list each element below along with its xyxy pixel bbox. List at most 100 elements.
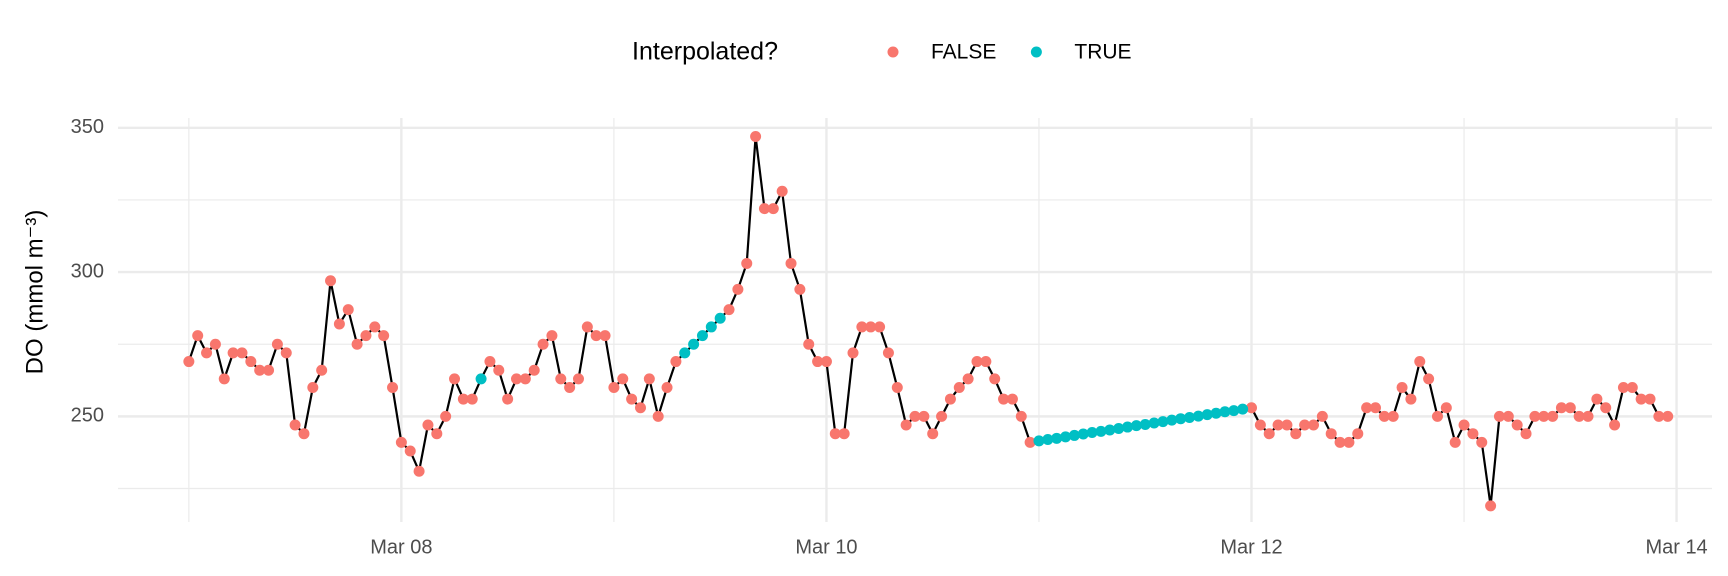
data-point: [413, 465, 425, 477]
legend: Interpolated? FALSE TRUE: [632, 38, 1132, 66]
data-point: [289, 419, 301, 431]
legend-marker: [887, 46, 899, 58]
data-point: [1511, 419, 1523, 431]
y-tick-label: 250: [71, 405, 104, 427]
data-point: [1219, 406, 1231, 418]
y-tick-label: 300: [71, 260, 104, 282]
data-point: [1263, 428, 1275, 440]
data-point: [1192, 410, 1204, 422]
data-point: [953, 382, 965, 394]
data-point: [1104, 424, 1116, 436]
data-point: [989, 373, 1001, 385]
data-point: [803, 338, 815, 350]
data-point: [351, 338, 363, 350]
data-point: [882, 347, 894, 359]
data-point: [971, 356, 983, 368]
data-point: [732, 283, 744, 295]
data-point: [1396, 382, 1408, 394]
data-point: [201, 347, 213, 359]
x-tick-label: Mar 12: [1220, 536, 1282, 558]
data-point: [1352, 428, 1364, 440]
data-point: [626, 393, 638, 405]
data-point: [457, 393, 469, 405]
data-point: [581, 321, 593, 333]
data-point: [1414, 356, 1426, 368]
data-point: [1493, 410, 1505, 422]
data-point: [528, 364, 540, 376]
data-point: [794, 283, 806, 295]
data-point: [1166, 414, 1178, 426]
data-point: [1573, 410, 1585, 422]
data-point: [1254, 419, 1266, 431]
data-point: [1068, 429, 1080, 441]
data-point: [1458, 419, 1470, 431]
data-point: [634, 402, 646, 414]
x-tick-label: Mar 10: [795, 536, 857, 558]
data-point: [1529, 410, 1541, 422]
legend-label: TRUE: [1074, 41, 1131, 64]
data-point: [1662, 410, 1674, 422]
data-point: [431, 428, 443, 440]
data-point: [1201, 409, 1213, 421]
y-tick-label: 350: [71, 116, 104, 138]
data-point: [1600, 402, 1612, 414]
data-point: [1228, 405, 1240, 417]
data-point: [325, 275, 337, 287]
data-point: [564, 382, 576, 394]
data-point: [1184, 412, 1196, 424]
data-point: [395, 436, 407, 448]
legend-title: Interpolated?: [632, 38, 778, 66]
data-point: [750, 130, 762, 142]
data-point: [962, 373, 974, 385]
data-point: [679, 347, 691, 359]
data-point: [812, 356, 824, 368]
data-point: [1210, 407, 1222, 419]
data-point: [741, 257, 753, 269]
y-axis-label: DO (mmol m⁻³): [21, 210, 48, 375]
data-point: [1334, 436, 1346, 448]
data-point: [758, 203, 770, 215]
data-point: [900, 419, 912, 431]
data-point: [643, 373, 655, 385]
data-point: [493, 364, 505, 376]
data-point: [1626, 382, 1638, 394]
data-point: [1237, 403, 1249, 415]
data-point: [829, 428, 841, 440]
data-point: [1644, 393, 1656, 405]
data-point: [502, 393, 514, 405]
data-point: [767, 203, 779, 215]
data-point: [980, 356, 992, 368]
data-point: [1015, 410, 1027, 422]
data-point: [1431, 410, 1443, 422]
data-point: [599, 330, 611, 342]
data-point: [1246, 402, 1258, 414]
data-point: [369, 321, 381, 333]
data-point: [280, 347, 292, 359]
data-point: [466, 393, 478, 405]
data-point: [1308, 419, 1319, 431]
data-point: [944, 393, 956, 405]
data-point: [838, 428, 850, 440]
data-point: [1369, 402, 1381, 414]
data-point: [874, 321, 886, 333]
data-point: [1130, 420, 1142, 432]
data-point: [1006, 393, 1018, 405]
data-point: [192, 330, 204, 342]
data-point: [1290, 428, 1302, 440]
data-point: [183, 356, 195, 368]
data-point: [909, 410, 921, 422]
data-point: [1148, 417, 1160, 429]
data-point: [440, 410, 452, 422]
data-point: [236, 347, 248, 359]
data-point: [307, 382, 319, 394]
data-point: [1378, 410, 1390, 422]
data-point: [245, 356, 257, 368]
data-point: [511, 373, 522, 385]
data-point: [998, 393, 1010, 405]
data-point: [1095, 425, 1107, 437]
data-point: [449, 373, 461, 385]
data-point: [209, 338, 221, 350]
data-point: [1343, 436, 1355, 448]
data-point: [1582, 410, 1594, 422]
data-point: [856, 321, 868, 333]
